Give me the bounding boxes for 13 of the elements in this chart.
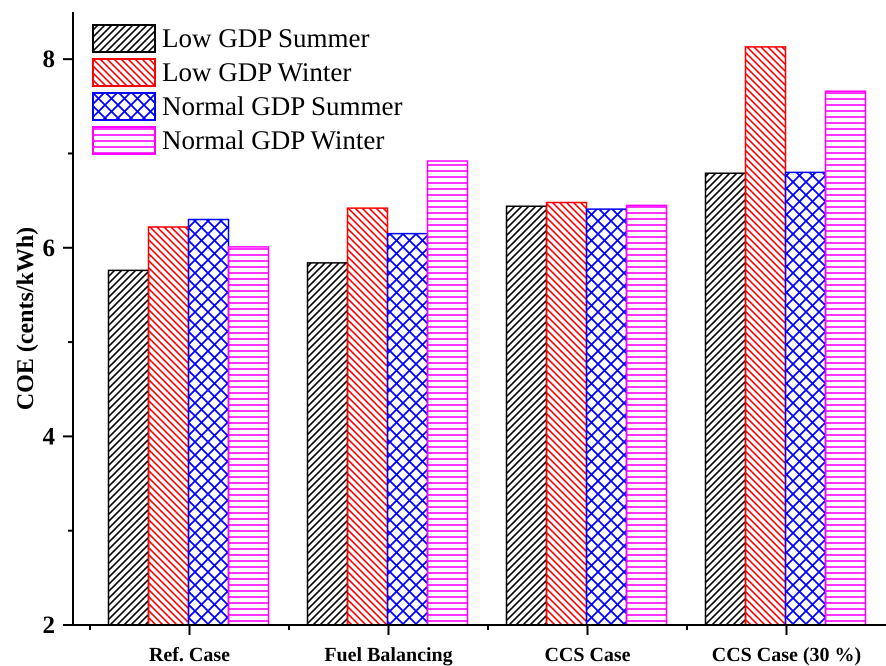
y-tick-label: 6 xyxy=(42,234,55,262)
y-tick-label: 2 xyxy=(42,612,55,638)
legend-label: Low GDP Summer xyxy=(162,23,370,53)
legend-label: Normal GDP Winter xyxy=(162,125,384,155)
x-tick-label: Fuel Balancing xyxy=(324,644,453,666)
y-tick-label: 8 xyxy=(42,46,55,73)
y-axis-title: COE (cents/kWh) xyxy=(13,226,39,410)
x-tick-label: CCS Case xyxy=(544,644,631,666)
legend-label: Low GDP Winter xyxy=(162,57,352,87)
x-tick-label: CCS Case (30 %) xyxy=(712,644,862,666)
y-tick-label: 4 xyxy=(42,422,56,450)
x-tick-label: Ref. Case xyxy=(148,644,230,666)
legend-label: Normal GDP Summer xyxy=(162,91,402,121)
